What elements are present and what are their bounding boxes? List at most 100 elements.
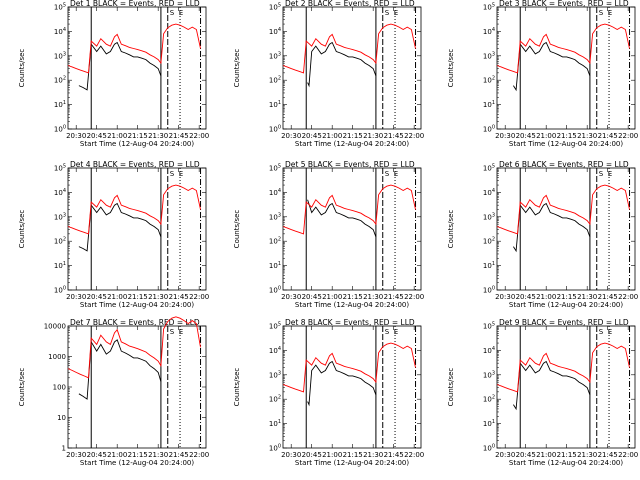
y-tick-label: 105 bbox=[483, 164, 495, 173]
y-tick-label: 102 bbox=[483, 237, 495, 246]
plot-frame bbox=[496, 325, 636, 449]
y-tick-label: 103 bbox=[269, 51, 281, 60]
y-tick-label: 103 bbox=[483, 212, 495, 221]
y-tick-label: 102 bbox=[54, 76, 66, 85]
y-tick-label: 104 bbox=[54, 188, 66, 197]
x-tick-label: 20:45 bbox=[516, 132, 536, 140]
series-line-lld bbox=[282, 23, 416, 74]
marker-label: S bbox=[385, 170, 390, 178]
y-tick-label: 103 bbox=[483, 51, 495, 60]
x-tick-label: 20:45 bbox=[87, 293, 107, 301]
x-tick-label: 20:45 bbox=[302, 293, 322, 301]
y-tick-label: 100 bbox=[269, 444, 281, 453]
marker-label: E bbox=[394, 170, 398, 178]
x-tick-label: 21:30 bbox=[577, 293, 597, 301]
x-tick-label: 21:15 bbox=[128, 293, 148, 301]
y-tick-label: 103 bbox=[483, 370, 495, 379]
chart-panel: Det 7 BLACK = Events, RED = LLD 1 10 100 100… bbox=[18, 316, 209, 467]
y-tick-label: 104 bbox=[269, 188, 281, 197]
y-tick-label: 100 bbox=[269, 286, 281, 295]
marker-label: S bbox=[385, 328, 390, 336]
y-tick-label: 102 bbox=[54, 237, 66, 246]
y-axis-label: Counts/sec bbox=[18, 210, 26, 249]
series-line-lld bbox=[282, 342, 416, 393]
marker-label: S bbox=[599, 170, 604, 178]
x-tick-label: 21:15 bbox=[557, 293, 577, 301]
x-axis-label: Start Time (12-Aug-04 20:24:00) bbox=[295, 459, 409, 467]
chart-title: Det 2 BLACK = Events, RED = LLD bbox=[285, 0, 415, 8]
y-tick-label: 104 bbox=[54, 27, 66, 36]
y-tick-label: 10000 bbox=[44, 323, 66, 331]
y-tick-label: 102 bbox=[269, 237, 281, 246]
y-tick-label: 104 bbox=[483, 27, 495, 36]
y-axis-label: Counts/sec bbox=[233, 210, 241, 249]
series-line-events bbox=[78, 202, 162, 252]
x-tick-label: 21:45 bbox=[598, 293, 618, 301]
y-axis-label: Counts/sec bbox=[447, 210, 455, 249]
plot-frame bbox=[282, 167, 422, 291]
x-tick-label: 21:00 bbox=[107, 293, 127, 301]
x-tick-label: 21:45 bbox=[384, 132, 404, 140]
marker-label: E bbox=[179, 9, 183, 17]
y-tick-label: 103 bbox=[269, 212, 281, 221]
marker-label: S bbox=[599, 9, 604, 17]
chart-title: Det 6 BLACK = Events, RED = LLD bbox=[499, 160, 629, 169]
x-tick-label: 22:00 bbox=[189, 451, 209, 459]
chart-title: Det 3 BLACK = Events, RED = LLD bbox=[499, 0, 629, 8]
x-tick-label: 21:30 bbox=[363, 132, 383, 140]
x-tick-label: 22:00 bbox=[404, 293, 424, 301]
series-line-lld bbox=[67, 23, 201, 74]
y-tick-label: 105 bbox=[54, 3, 66, 12]
plot-frame bbox=[67, 6, 207, 130]
y-tick-label: 101 bbox=[269, 419, 281, 428]
x-tick-label: 20:30 bbox=[66, 132, 86, 140]
marker-label: S bbox=[170, 328, 175, 336]
series-line-events bbox=[78, 41, 162, 91]
y-tick-label: 101 bbox=[483, 419, 495, 428]
chart-panel: Det 8 BLACK = Events, RED = LLD 100 101 102… bbox=[233, 318, 424, 467]
series-line-events bbox=[307, 41, 377, 88]
y-tick-label: 101 bbox=[269, 100, 281, 109]
y-axis-label: Counts/sec bbox=[18, 368, 26, 407]
x-tick-label: 21:45 bbox=[384, 293, 404, 301]
y-axis-label: Counts/sec bbox=[447, 49, 455, 88]
x-tick-label: 22:00 bbox=[618, 293, 638, 301]
x-tick-label: 21:30 bbox=[577, 132, 597, 140]
marker-label: S bbox=[385, 9, 390, 17]
marker-label: S bbox=[599, 328, 604, 336]
x-tick-label: 21:30 bbox=[363, 451, 383, 459]
y-tick-label: 103 bbox=[54, 51, 66, 60]
x-axis-label: Start Time (12-Aug-04 20:24:00) bbox=[509, 459, 623, 467]
y-tick-label: 10 bbox=[57, 414, 66, 422]
plot-frame bbox=[282, 6, 422, 130]
y-tick-label: 105 bbox=[483, 3, 495, 12]
y-tick-label: 101 bbox=[483, 100, 495, 109]
marker-label: S bbox=[170, 9, 175, 17]
x-tick-label: 21:00 bbox=[107, 132, 127, 140]
y-tick-label: 104 bbox=[483, 346, 495, 355]
x-tick-label: 22:00 bbox=[404, 132, 424, 140]
x-tick-label: 21:15 bbox=[128, 132, 148, 140]
y-tick-label: 100 bbox=[269, 125, 281, 134]
x-tick-label: 21:00 bbox=[322, 293, 342, 301]
x-tick-label: 20:45 bbox=[302, 451, 322, 459]
series-line-lld bbox=[496, 184, 630, 235]
x-tick-label: 21:15 bbox=[343, 132, 363, 140]
series-line-lld bbox=[67, 316, 201, 379]
y-tick-label: 101 bbox=[483, 261, 495, 270]
y-tick-label: 105 bbox=[54, 164, 66, 173]
marker-label: E bbox=[608, 170, 612, 178]
y-axis-label: Counts/sec bbox=[18, 49, 26, 88]
x-tick-label: 20:45 bbox=[516, 293, 536, 301]
plot-frame bbox=[282, 325, 422, 449]
chart-title: Det 8 BLACK = Events, RED = LLD bbox=[285, 318, 415, 327]
chart-title: Det 4 BLACK = Events, RED = LLD bbox=[70, 160, 200, 169]
x-tick-label: 21:30 bbox=[577, 451, 597, 459]
chart-panel: Det 5 BLACK = Events, RED = LLD 100 101 102… bbox=[233, 160, 424, 309]
series-line-lld bbox=[496, 23, 630, 74]
y-tick-label: 100 bbox=[54, 125, 66, 134]
x-axis-label: Start Time (12-Aug-04 20:24:00) bbox=[80, 459, 194, 467]
x-tick-label: 21:45 bbox=[598, 451, 618, 459]
x-tick-label: 20:30 bbox=[495, 132, 515, 140]
